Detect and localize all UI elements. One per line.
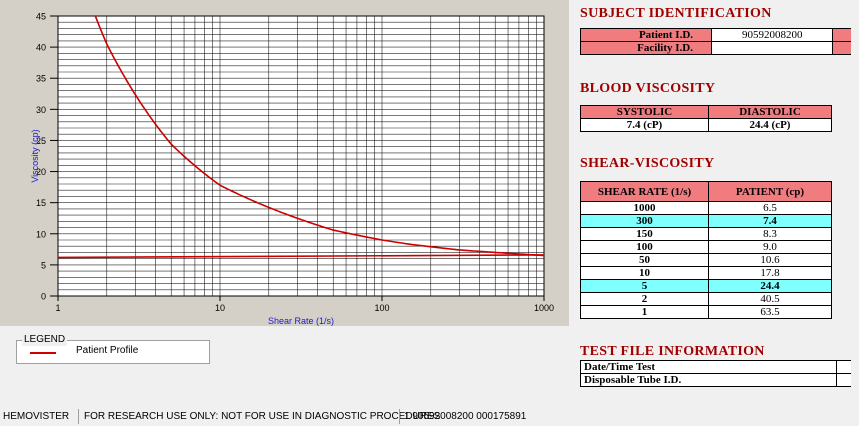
datetime-label: Date/Time Test bbox=[580, 360, 837, 374]
y-tick-label: 5 bbox=[41, 260, 46, 270]
viscosity-cell: 9.0 bbox=[708, 240, 832, 254]
test-file-table: Date/Time Test Disposable Tube I.D. bbox=[580, 360, 859, 387]
plot-area bbox=[57, 15, 545, 297]
facility-id-label: Facility I.D. bbox=[579, 41, 713, 55]
table-row: 1 63.5 bbox=[580, 305, 832, 319]
x-axis-label: Shear Rate (1/s) bbox=[268, 316, 334, 326]
diastolic-value: 24.4 (cP) bbox=[708, 118, 832, 132]
patient-header: PATIENT (cp) bbox=[708, 181, 832, 202]
table-row: 150 8.3 bbox=[580, 227, 832, 241]
x-tick-label: 1 bbox=[55, 303, 60, 313]
viscosity-cell: 40.5 bbox=[708, 292, 832, 306]
viscosity-cell: 24.4 bbox=[708, 279, 832, 293]
y-tick-label: 20 bbox=[36, 167, 46, 177]
tube-id-label: Disposable Tube I.D. bbox=[580, 373, 837, 387]
status-divider bbox=[78, 409, 79, 424]
patient-id-label: Patient I.D. bbox=[579, 28, 713, 42]
viscosity-cell: 17.8 bbox=[708, 266, 832, 280]
x-tick-label: 10 bbox=[215, 303, 225, 313]
y-tick-label: 25 bbox=[36, 136, 46, 146]
y-tick-label: 10 bbox=[36, 229, 46, 239]
series-line-1 bbox=[58, 254, 544, 259]
status-app-name: HEMOVISTER bbox=[3, 411, 70, 422]
table-row: 1000 6.5 bbox=[580, 201, 832, 215]
viscosity-cell: 8.3 bbox=[708, 227, 832, 241]
shear-rate-header: SHEAR RATE (1/s) bbox=[580, 181, 709, 202]
shear-viscosity-table: SHEAR RATE (1/s) PATIENT (cp) 1000 6.5 30… bbox=[580, 181, 832, 319]
legend-label-patient: Patient Profile bbox=[76, 345, 139, 356]
table-row: 2 40.5 bbox=[580, 292, 832, 306]
blood-viscosity-table: SYSTOLIC DIASTOLIC 7.4 (cP) 24.4 (cP) bbox=[580, 105, 832, 132]
shear-rate-cell: 100 bbox=[580, 240, 709, 254]
y-axis-label: Viscosity (cp) bbox=[30, 129, 40, 182]
test-file-title: TEST FILE INFORMATION bbox=[580, 344, 765, 359]
legend: LEGEND Patient Profile bbox=[16, 334, 210, 364]
shear-rate-cell: 1 bbox=[580, 305, 709, 319]
subject-table: Patient I.D. 90592008200 Facility I.D. bbox=[579, 28, 859, 55]
blood-viscosity-title: BLOOD VISCOSITY bbox=[580, 81, 716, 96]
y-tick-label: 15 bbox=[36, 198, 46, 208]
viscosity-cell: 63.5 bbox=[708, 305, 832, 319]
x-tick-label: 100 bbox=[374, 303, 389, 313]
y-tick-label: 35 bbox=[36, 74, 46, 84]
table-row: 10 17.8 bbox=[580, 266, 832, 280]
viscosity-cell: 7.4 bbox=[708, 214, 832, 228]
status-bar: HEMOVISTER FOR RESEARCH USE ONLY: NOT FO… bbox=[0, 406, 859, 426]
shear-viscosity-title: SHEAR-VISCOSITY bbox=[580, 156, 715, 171]
legend-swatch-patient bbox=[30, 352, 56, 354]
legend-title: LEGEND bbox=[22, 334, 68, 346]
chart-panel: 0 5 10 15 20 25 30 35 40 45 1 10 100 1000 Shear Rate (… bbox=[0, 0, 569, 326]
table-row: 100 9.0 bbox=[580, 240, 832, 254]
diastolic-header: DIASTOLIC bbox=[708, 105, 832, 119]
table-row: 50 10.6 bbox=[580, 253, 832, 267]
y-tick-label: 45 bbox=[36, 12, 46, 22]
shear-rate-cell: 1000 bbox=[580, 201, 709, 215]
status-divider bbox=[399, 409, 400, 424]
series-line-0 bbox=[94, 16, 544, 257]
y-tick-label: 40 bbox=[36, 43, 46, 53]
shear-rate-cell: 2 bbox=[580, 292, 709, 306]
status-notice: FOR RESEARCH USE ONLY: NOT FOR USE IN DI… bbox=[84, 411, 441, 422]
shear-rate-cell: 50 bbox=[580, 253, 709, 267]
x-tick-label: 1000 bbox=[534, 303, 554, 313]
subject-title: SUBJECT IDENTIFICATION bbox=[580, 6, 772, 21]
viscosity-cell: 10.6 bbox=[708, 253, 832, 267]
shear-rate-cell: 150 bbox=[580, 227, 709, 241]
shear-rate-cell: 300 bbox=[580, 214, 709, 228]
table-row: 5 24.4 bbox=[580, 279, 832, 293]
table-row: 300 7.4 bbox=[580, 214, 832, 228]
facility-id-value[interactable] bbox=[711, 41, 834, 55]
vertical-scrollbar[interactable] bbox=[851, 0, 859, 406]
systolic-value: 7.4 (cP) bbox=[580, 118, 709, 132]
viscosity-chart: 0 5 10 15 20 25 30 35 40 45 1 10 100 1000 Shear Rate (… bbox=[30, 12, 554, 327]
shear-rate-cell: 10 bbox=[580, 266, 709, 280]
shear-rate-cell: 5 bbox=[580, 279, 709, 293]
systolic-header: SYSTOLIC bbox=[580, 105, 709, 119]
y-tick-label: 30 bbox=[36, 105, 46, 115]
status-info: 1 90592008200 000175891 bbox=[404, 411, 527, 422]
viscosity-cell: 6.5 bbox=[708, 201, 832, 215]
y-tick-label: 0 bbox=[41, 292, 46, 302]
patient-id-value[interactable]: 90592008200 bbox=[711, 28, 834, 42]
